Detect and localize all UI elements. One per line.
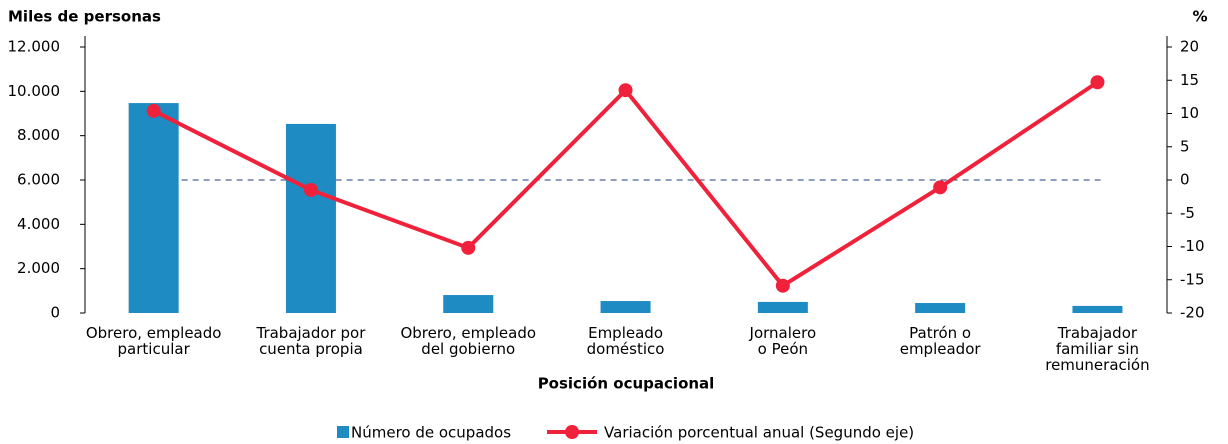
y-tick-label: 8.000 bbox=[17, 126, 60, 144]
y2-tick-label: -5 bbox=[1180, 204, 1195, 222]
x-tick-label: Jornalero o Peón bbox=[749, 324, 817, 358]
bar bbox=[600, 301, 651, 313]
y2-tick-label: 0 bbox=[1180, 171, 1190, 189]
y2-tick-label: 20 bbox=[1180, 38, 1199, 56]
line-marker bbox=[618, 83, 633, 98]
y-axis-label: Miles de personas bbox=[8, 8, 161, 26]
bar bbox=[443, 295, 494, 313]
y2-tick-label: -20 bbox=[1180, 304, 1205, 322]
x-tick-label: Obrero, empleado del gobierno bbox=[400, 324, 537, 358]
x-tick-label: Empleado doméstico bbox=[586, 324, 665, 358]
x-tick-label: Trabajador familiar sin remuneración bbox=[1045, 324, 1150, 374]
legend-label: Número de ocupados bbox=[351, 424, 511, 442]
x-tick-label: Patrón o empleador bbox=[899, 324, 981, 358]
y-tick-label: 10.000 bbox=[8, 82, 61, 100]
y2-tick-label: -15 bbox=[1180, 270, 1205, 288]
line-marker bbox=[303, 182, 318, 197]
bar bbox=[757, 301, 808, 313]
y-tick-label: 2.000 bbox=[17, 259, 60, 277]
line-marker bbox=[775, 278, 790, 293]
y2-tick-label: -10 bbox=[1180, 237, 1205, 255]
y2-tick-label: 10 bbox=[1180, 104, 1199, 122]
y-tick-label: 12.000 bbox=[8, 38, 61, 56]
bar bbox=[285, 123, 336, 313]
x-tick-label: Trabajador por cuenta propia bbox=[256, 324, 366, 358]
y2-tick-label: 5 bbox=[1180, 137, 1190, 155]
line-marker bbox=[461, 240, 476, 255]
bar bbox=[1072, 305, 1123, 313]
legend-swatch bbox=[337, 426, 349, 438]
y2-tick-label: 15 bbox=[1180, 71, 1199, 89]
line-marker bbox=[146, 103, 161, 118]
line-marker bbox=[1090, 75, 1105, 90]
legend-label: Variación porcentual anual (Segundo eje) bbox=[604, 424, 914, 442]
y-tick-label: 0 bbox=[50, 304, 60, 322]
y-tick-label: 6.000 bbox=[17, 171, 60, 189]
y2-axis-label: % bbox=[1192, 8, 1207, 26]
x-tick-label: Obrero, empleado particular bbox=[85, 324, 222, 358]
y-tick-label: 4.000 bbox=[17, 215, 60, 233]
legend-swatch bbox=[565, 425, 580, 439]
bar bbox=[128, 103, 179, 313]
bar bbox=[915, 303, 966, 313]
x-axis-label: Posición ocupacional bbox=[538, 375, 715, 393]
line-marker bbox=[933, 180, 948, 195]
